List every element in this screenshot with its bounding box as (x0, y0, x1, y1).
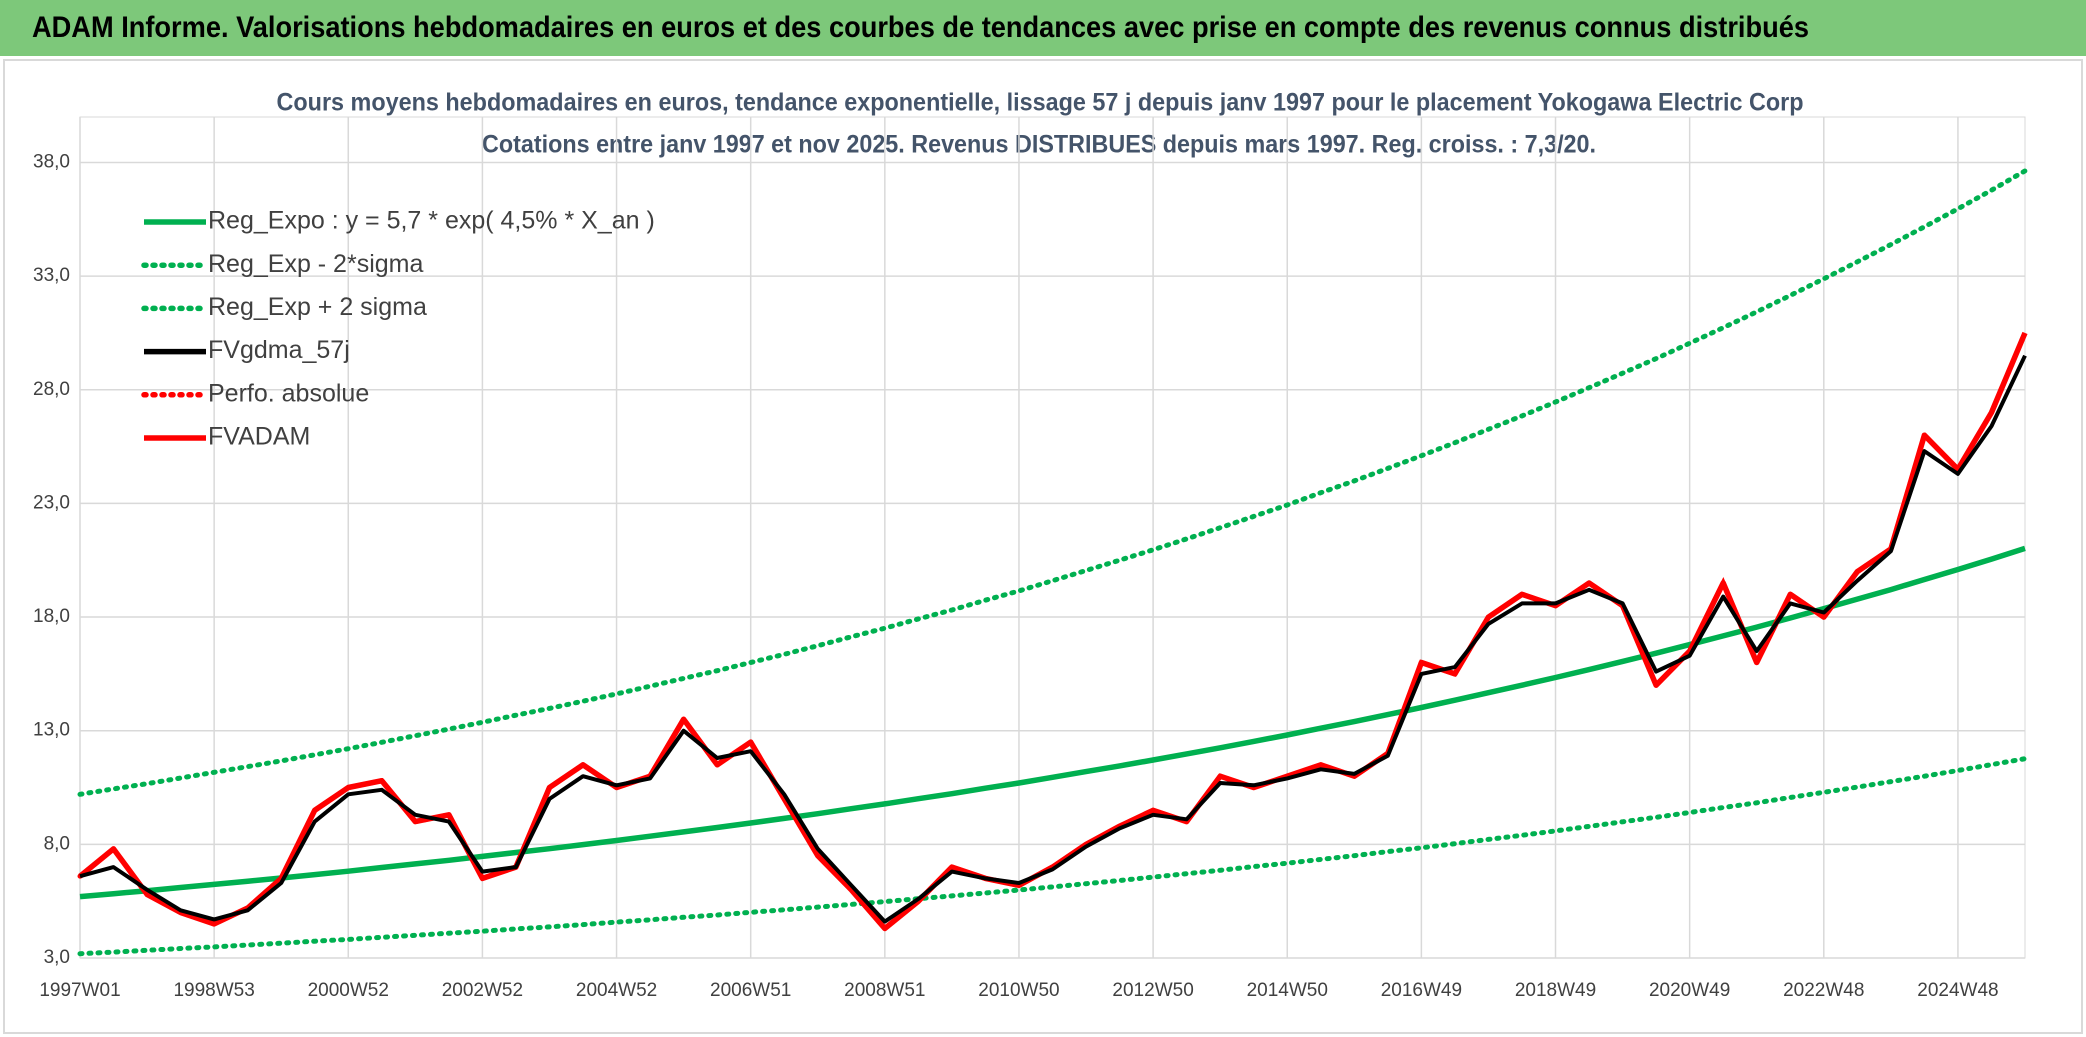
y-tick-label: 3,0 (44, 947, 70, 968)
x-tick-label: 2022W48 (1783, 980, 1864, 1001)
x-tick-label: 2016W49 (1381, 980, 1462, 1001)
legend-label: Reg_Exp - 2*sigma (208, 250, 423, 278)
x-tick-label: 2004W52 (576, 980, 657, 1001)
y-tick-label: 23,0 (33, 492, 70, 513)
legend-label: Reg_Exp + 2 sigma (208, 293, 427, 321)
y-tick-label: 18,0 (33, 606, 70, 627)
legend-label: Reg_Expo : y = 5,7 * exp( 4,5% * X_an ) (208, 207, 655, 235)
chart-frame (3, 59, 2083, 1034)
x-tick-label: 2012W50 (1112, 980, 1193, 1001)
x-tick-label: 2018W49 (1515, 980, 1596, 1001)
header-title: ADAM Informe. Valorisations hebdomadaire… (32, 11, 1809, 44)
y-tick-label: 8,0 (44, 833, 70, 854)
y-tick-label: 38,0 (33, 151, 70, 172)
header-bar (0, 0, 2086, 56)
x-tick-label: 2006W51 (710, 980, 791, 1001)
series-line (79, 545, 2026, 900)
chart-subtitle: Cotations entre janv 1997 et nov 2025. R… (482, 131, 1596, 159)
x-tick-label: 2000W52 (308, 980, 389, 1001)
x-tick-label: 2008W51 (844, 980, 925, 1001)
y-tick-label: 33,0 (33, 265, 70, 286)
chart-title: Cours moyens hebdomadaires en euros, ten… (277, 89, 1804, 117)
series-line (79, 354, 2027, 924)
series-line (77, 756, 2028, 957)
x-tick-label: 2020W49 (1649, 980, 1730, 1001)
legend-label: FVADAM (208, 423, 310, 451)
y-tick-label: 28,0 (33, 379, 70, 400)
x-tick-label: 2010W50 (978, 980, 1059, 1001)
x-tick-label: 2002W52 (442, 980, 523, 1001)
legend-label: Perfo. absolue (208, 379, 369, 407)
x-tick-label: 2014W50 (1247, 980, 1328, 1001)
x-tick-label: 1997W01 (39, 980, 120, 1001)
x-tick-label: 1998W53 (173, 980, 254, 1001)
x-tick-label: 2024W48 (1917, 980, 1998, 1001)
legend-label: FVgdma_57j (208, 336, 350, 364)
y-tick-label: 13,0 (33, 720, 70, 741)
